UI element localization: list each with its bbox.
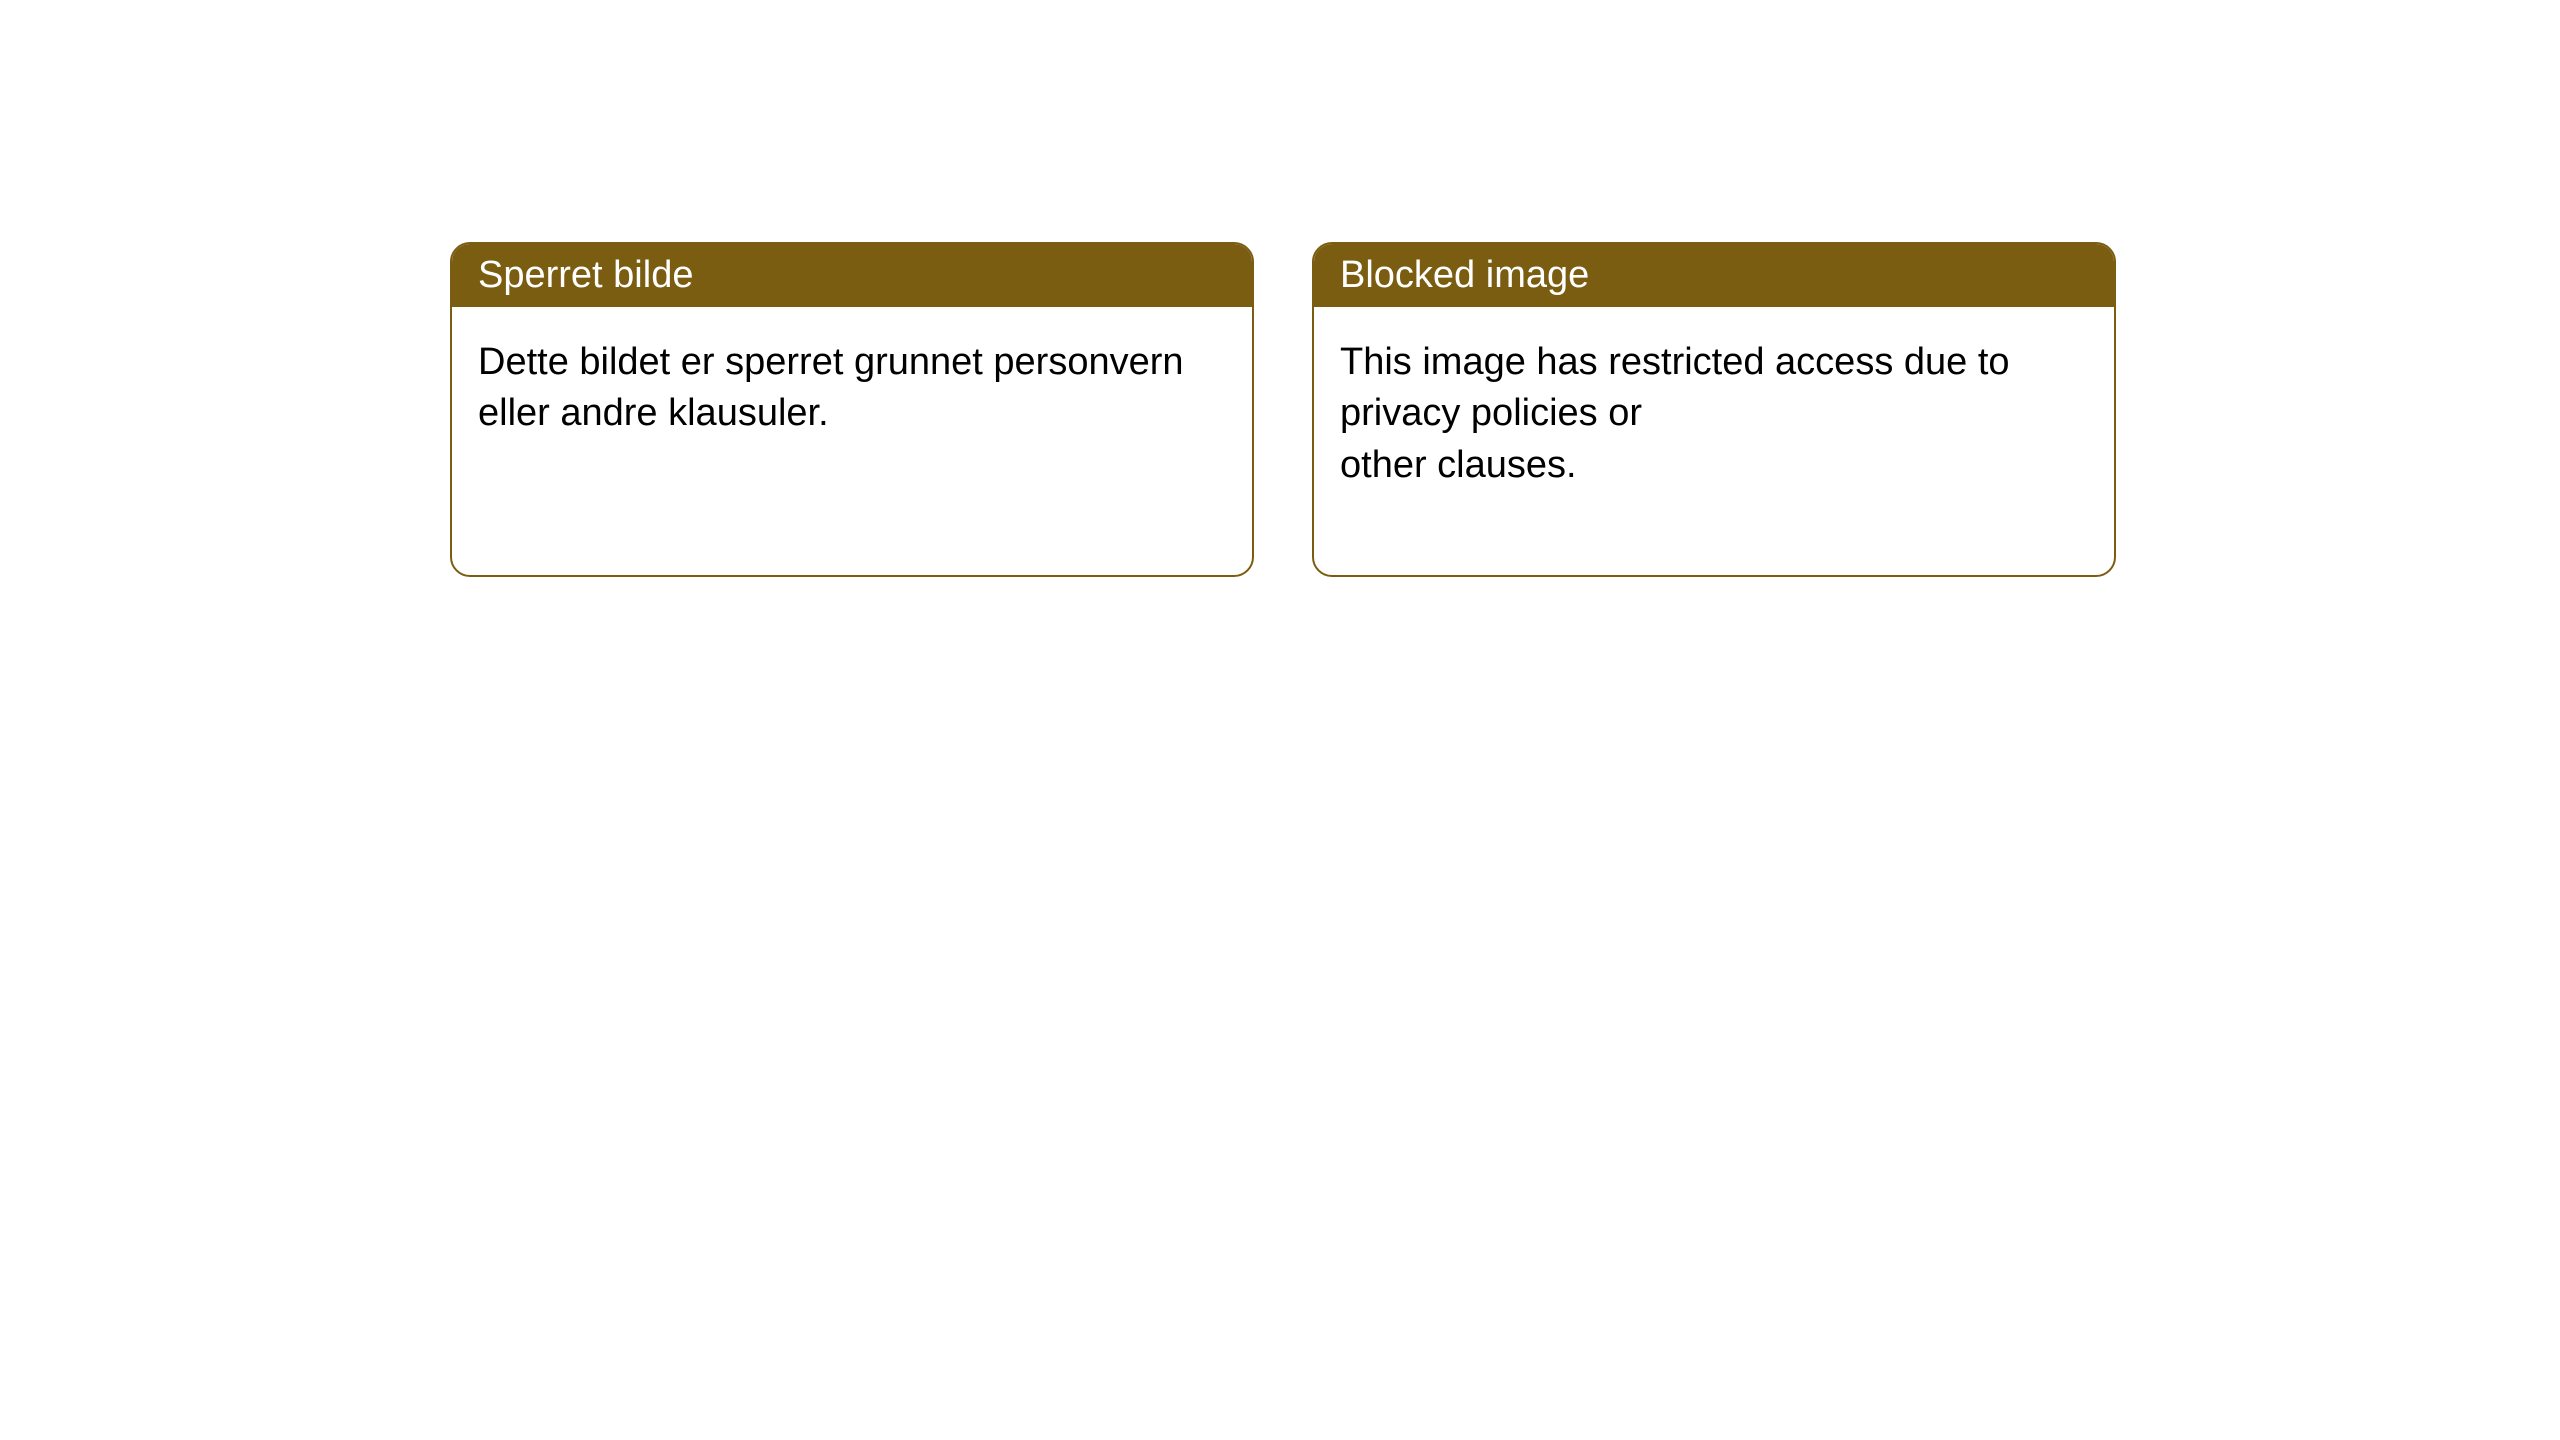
notice-header-norwegian: Sperret bilde [452, 244, 1252, 307]
notice-body-english: This image has restricted access due to … [1314, 307, 2114, 521]
notice-box-english: Blocked image This image has restricted … [1312, 242, 2116, 577]
notice-header-english: Blocked image [1314, 244, 2114, 307]
notice-container: Sperret bilde Dette bildet er sperret gr… [450, 242, 2116, 577]
notice-body-norwegian: Dette bildet er sperret grunnet personve… [452, 307, 1252, 470]
notice-box-norwegian: Sperret bilde Dette bildet er sperret gr… [450, 242, 1254, 577]
